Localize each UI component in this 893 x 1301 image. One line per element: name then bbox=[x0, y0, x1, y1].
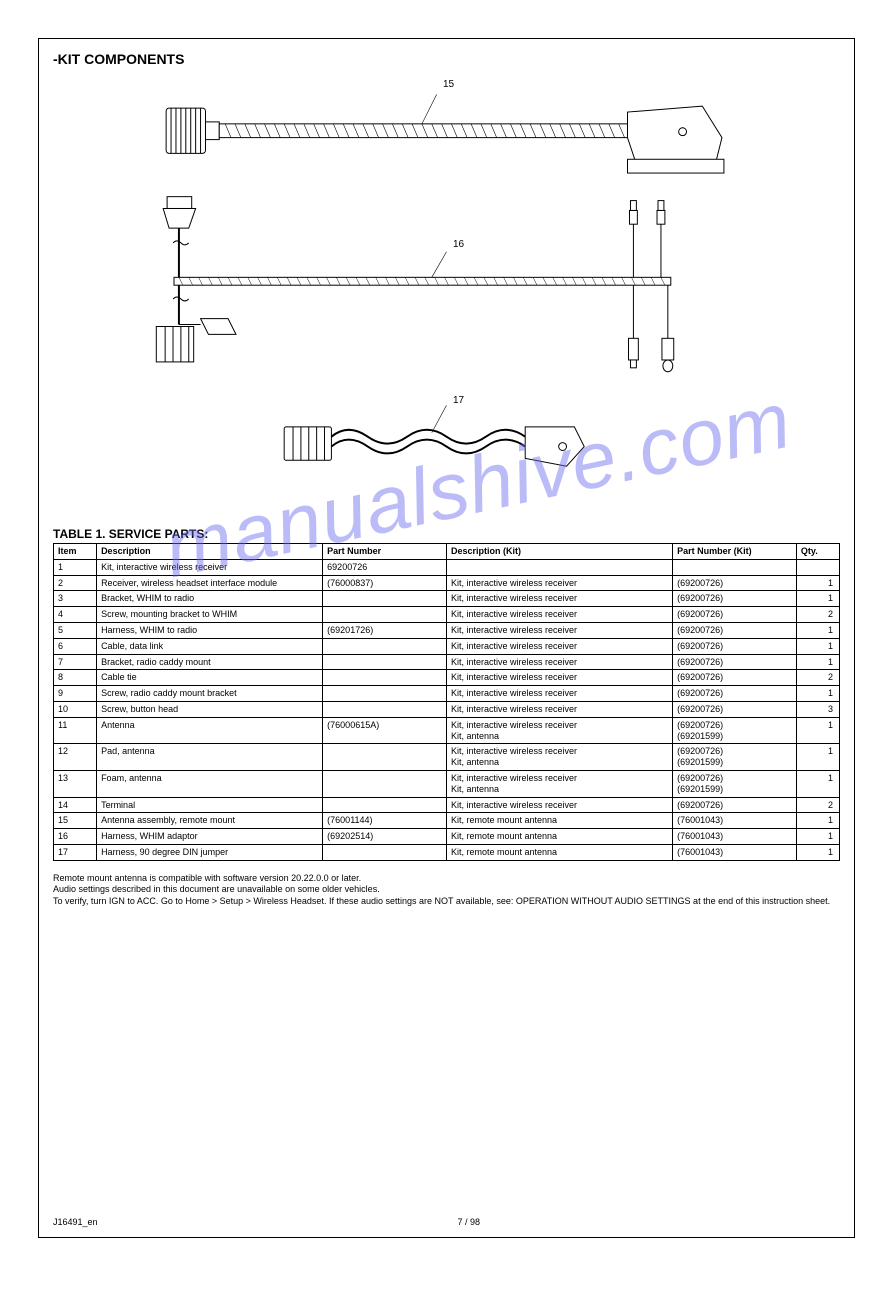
table-row: 3Bracket, WHIM to radioKit, interactive … bbox=[54, 591, 840, 607]
table-row: 2Receiver, wireless headset interface mo… bbox=[54, 575, 840, 591]
note-line-1: Remote mount antenna is compatible with … bbox=[53, 873, 840, 885]
note-line-2: Audio settings described in this documen… bbox=[53, 884, 840, 896]
col-desc: Description bbox=[97, 544, 323, 560]
page-frame: -KIT COMPONENTS bbox=[38, 38, 855, 1238]
table-row: 17Harness, 90 degree DIN jumperKit, remo… bbox=[54, 844, 840, 860]
parts-title: TABLE 1. SERVICE PARTS: bbox=[53, 527, 840, 541]
table-row: 11Antenna(76000615A)Kit, interactive wir… bbox=[54, 717, 840, 744]
section-title: -KIT COMPONENTS bbox=[53, 51, 840, 67]
footer-left: J16491_en bbox=[53, 1217, 98, 1227]
table-row: 4Screw, mounting bracket to WHIMKit, int… bbox=[54, 607, 840, 623]
notes-block: Remote mount antenna is compatible with … bbox=[53, 873, 840, 908]
footer-center: 7 / 98 bbox=[458, 1217, 481, 1227]
table-row: 8Cable tieKit, interactive wireless rece… bbox=[54, 670, 840, 686]
col-partnum: Part Number bbox=[323, 544, 447, 560]
table-row: 7Bracket, radio caddy mountKit, interact… bbox=[54, 654, 840, 670]
table-row: 9Screw, radio caddy mount bracketKit, in… bbox=[54, 686, 840, 702]
table-row: 1Kit, interactive wireless receiver69200… bbox=[54, 559, 840, 575]
table-row: 12Pad, antennaKit, interactive wireless … bbox=[54, 744, 840, 771]
diagram-label-17: 17 bbox=[453, 395, 464, 406]
table-row: 5Harness, WHIM to radio(69201726)Kit, in… bbox=[54, 622, 840, 638]
table-row: 14TerminalKit, interactive wireless rece… bbox=[54, 797, 840, 813]
col-item: Item bbox=[54, 544, 97, 560]
note-line-2b: To verify, turn IGN to ACC. Go to Home >… bbox=[53, 896, 840, 908]
diagram-area: 15 16 17 bbox=[53, 77, 840, 517]
table-row: 13Foam, antennaKit, interactive wireless… bbox=[54, 770, 840, 797]
col-qty: Qty. bbox=[796, 544, 839, 560]
table-row: 6Cable, data linkKit, interactive wirele… bbox=[54, 638, 840, 654]
col-kitnum: Part Number (Kit) bbox=[673, 544, 797, 560]
table-header-row: Item Description Part Number Description… bbox=[54, 544, 840, 560]
parts-table: Item Description Part Number Description… bbox=[53, 543, 840, 861]
diagram-label-15: 15 bbox=[443, 79, 454, 90]
table-row: 10Screw, button headKit, interactive wir… bbox=[54, 701, 840, 717]
table-row: 16Harness, WHIM adaptor(69202514)Kit, re… bbox=[54, 829, 840, 845]
table-row: 15Antenna assembly, remote mount(7600114… bbox=[54, 813, 840, 829]
col-kitdesc: Description (Kit) bbox=[446, 544, 672, 560]
diagram-label-16: 16 bbox=[453, 239, 464, 250]
page-footer: J16491_en 7 / 98 bbox=[53, 1217, 840, 1227]
